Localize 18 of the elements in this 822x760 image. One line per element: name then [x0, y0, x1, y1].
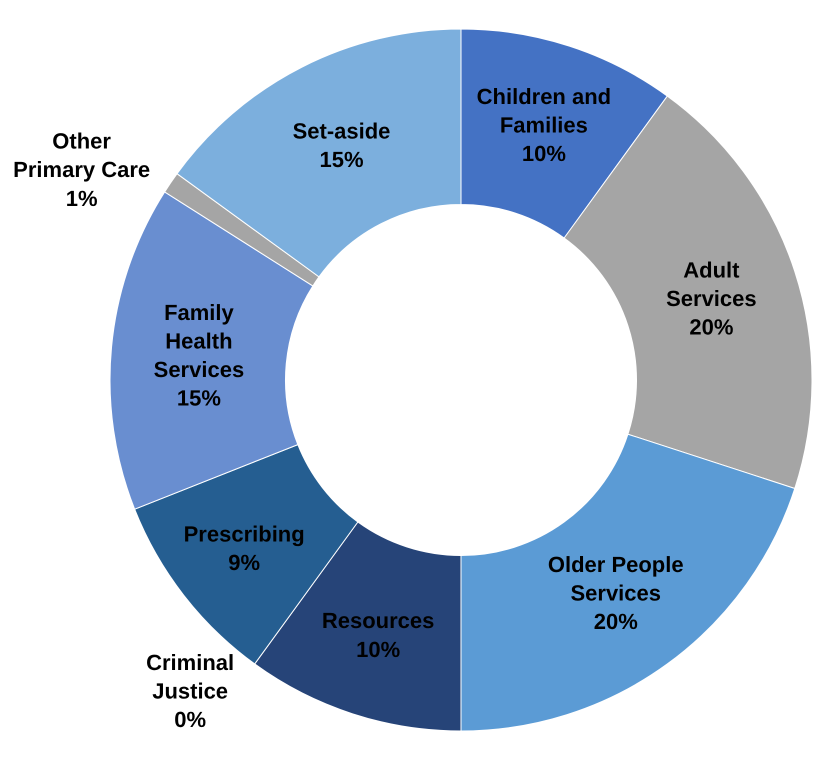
slice-label: Older People Services	[548, 552, 684, 606]
data-label: 15%	[176, 386, 221, 411]
slice-label: Family Health Services	[154, 300, 244, 382]
slice-label: Resources	[322, 608, 434, 634]
category-label: Criminal Justice	[146, 650, 234, 704]
text: 0%	[174, 706, 206, 732]
slice-label: Set-aside	[292, 118, 390, 144]
slice-label: Children and Families	[476, 84, 612, 138]
data-label: 10%	[522, 141, 566, 166]
data-label: 10%	[356, 636, 400, 662]
data-label: 20%	[689, 314, 734, 340]
slice-label: Other Primary Care	[13, 128, 150, 182]
data-label: 15%	[319, 147, 364, 172]
data-label: 20%	[594, 609, 638, 634]
slice-label: Prescribing	[184, 521, 305, 546]
slice-label: Adult Services	[666, 258, 757, 312]
data-label: 9%	[228, 550, 260, 576]
data-label: 1%	[66, 186, 98, 211]
